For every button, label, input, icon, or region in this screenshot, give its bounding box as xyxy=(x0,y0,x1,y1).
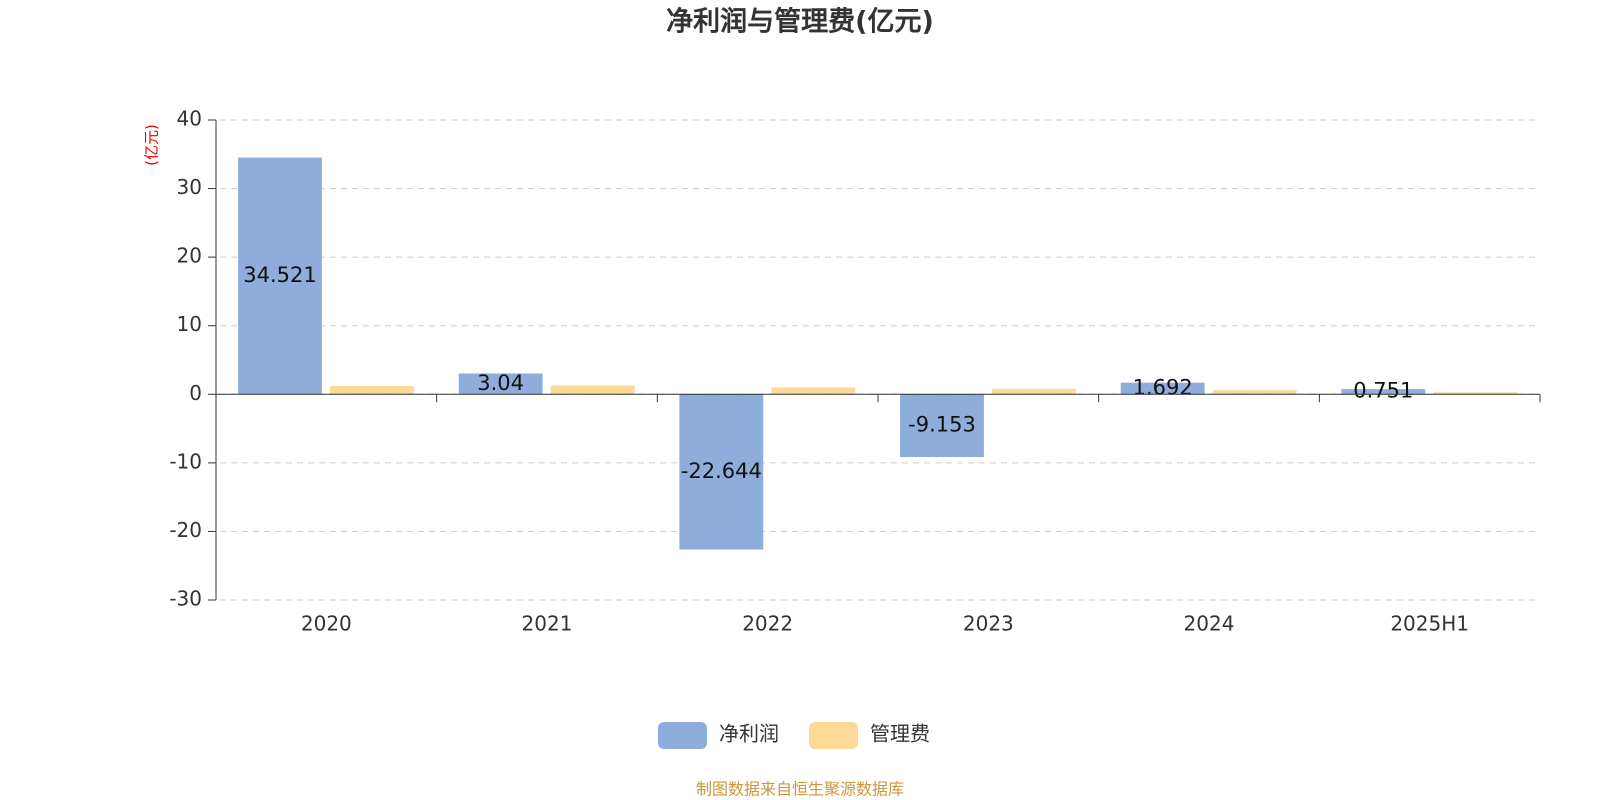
legend-swatch[interactable] xyxy=(658,722,707,749)
bar xyxy=(458,373,543,395)
value-label: 0.751 xyxy=(1353,379,1413,403)
x-tick-label: 2024 xyxy=(1184,612,1235,636)
bar xyxy=(900,394,984,458)
bar xyxy=(1120,382,1205,395)
value-label: -9.153 xyxy=(908,413,976,437)
value-label: 3.04 xyxy=(477,371,524,395)
bar xyxy=(1433,392,1518,395)
y-tick-label: -30 xyxy=(169,587,202,611)
y-tick-label: -10 xyxy=(169,449,202,473)
bar xyxy=(992,388,1076,395)
y-tick-label: -20 xyxy=(169,518,202,542)
x-tick-label: 2025H1 xyxy=(1390,612,1469,636)
bar xyxy=(1212,390,1297,395)
y-tick-label: 30 xyxy=(177,175,202,199)
y-tick-label: 0 xyxy=(189,381,202,405)
bar xyxy=(771,387,856,395)
bar xyxy=(330,386,414,395)
value-label: -22.644 xyxy=(681,459,762,483)
y-tick-label: 40 xyxy=(177,107,202,131)
y-axis-label: (亿元) xyxy=(143,124,161,166)
legend-label[interactable]: 管理费 xyxy=(870,722,930,746)
value-label: 34.521 xyxy=(243,263,316,287)
value-label: 1.692 xyxy=(1133,375,1193,399)
x-tick-label: 2023 xyxy=(963,612,1014,636)
chart-title: 净利润与管理费(亿元) xyxy=(666,6,934,38)
bar xyxy=(679,394,764,550)
x-tick-label: 2020 xyxy=(301,612,352,636)
legend-label[interactable]: 净利润 xyxy=(719,722,779,746)
source-note: 制图数据来自恒生聚源数据库 xyxy=(696,780,904,799)
bar xyxy=(550,385,635,395)
y-tick-label: 10 xyxy=(177,312,202,336)
x-tick-label: 2022 xyxy=(742,612,793,636)
bar xyxy=(1341,389,1426,395)
bar xyxy=(238,157,322,395)
x-tick-label: 2021 xyxy=(522,612,573,636)
y-tick-label: 20 xyxy=(177,244,202,268)
legend-swatch[interactable] xyxy=(809,722,858,749)
